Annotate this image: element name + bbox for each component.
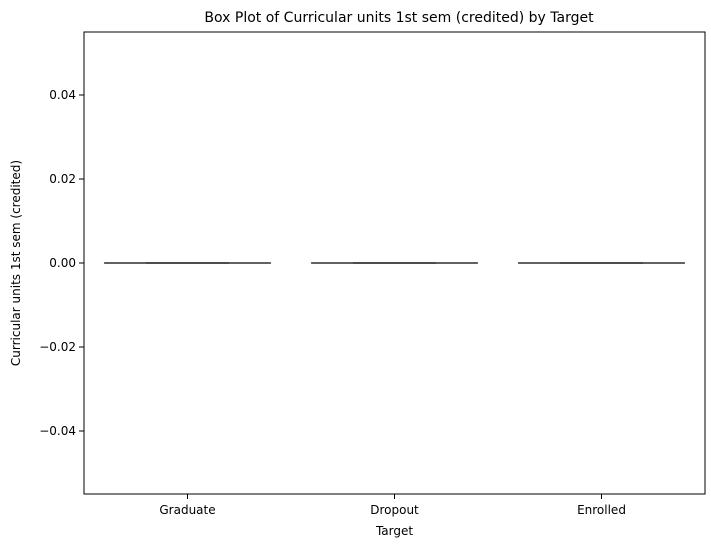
x-tick-label: Graduate — [159, 503, 215, 517]
y-tick-label: 0.02 — [49, 172, 76, 186]
chart-title: Box Plot of Curricular units 1st sem (cr… — [204, 10, 594, 26]
y-axis-label: Curricular units 1st sem (credited) — [9, 160, 23, 366]
y-tick-label: −0.04 — [39, 424, 76, 438]
y-tick-label: 0.00 — [49, 256, 76, 270]
x-tick-label: Enrolled — [577, 503, 626, 517]
x-axis-label: Target — [375, 524, 413, 538]
y-tick-label: 0.04 — [49, 88, 76, 102]
y-axis: −0.04 −0.02 0.00 0.02 0.04 — [39, 88, 84, 438]
y-tick-label: −0.02 — [39, 340, 76, 354]
x-tick-label: Dropout — [370, 503, 419, 517]
x-axis: Graduate Dropout Enrolled — [159, 494, 626, 517]
